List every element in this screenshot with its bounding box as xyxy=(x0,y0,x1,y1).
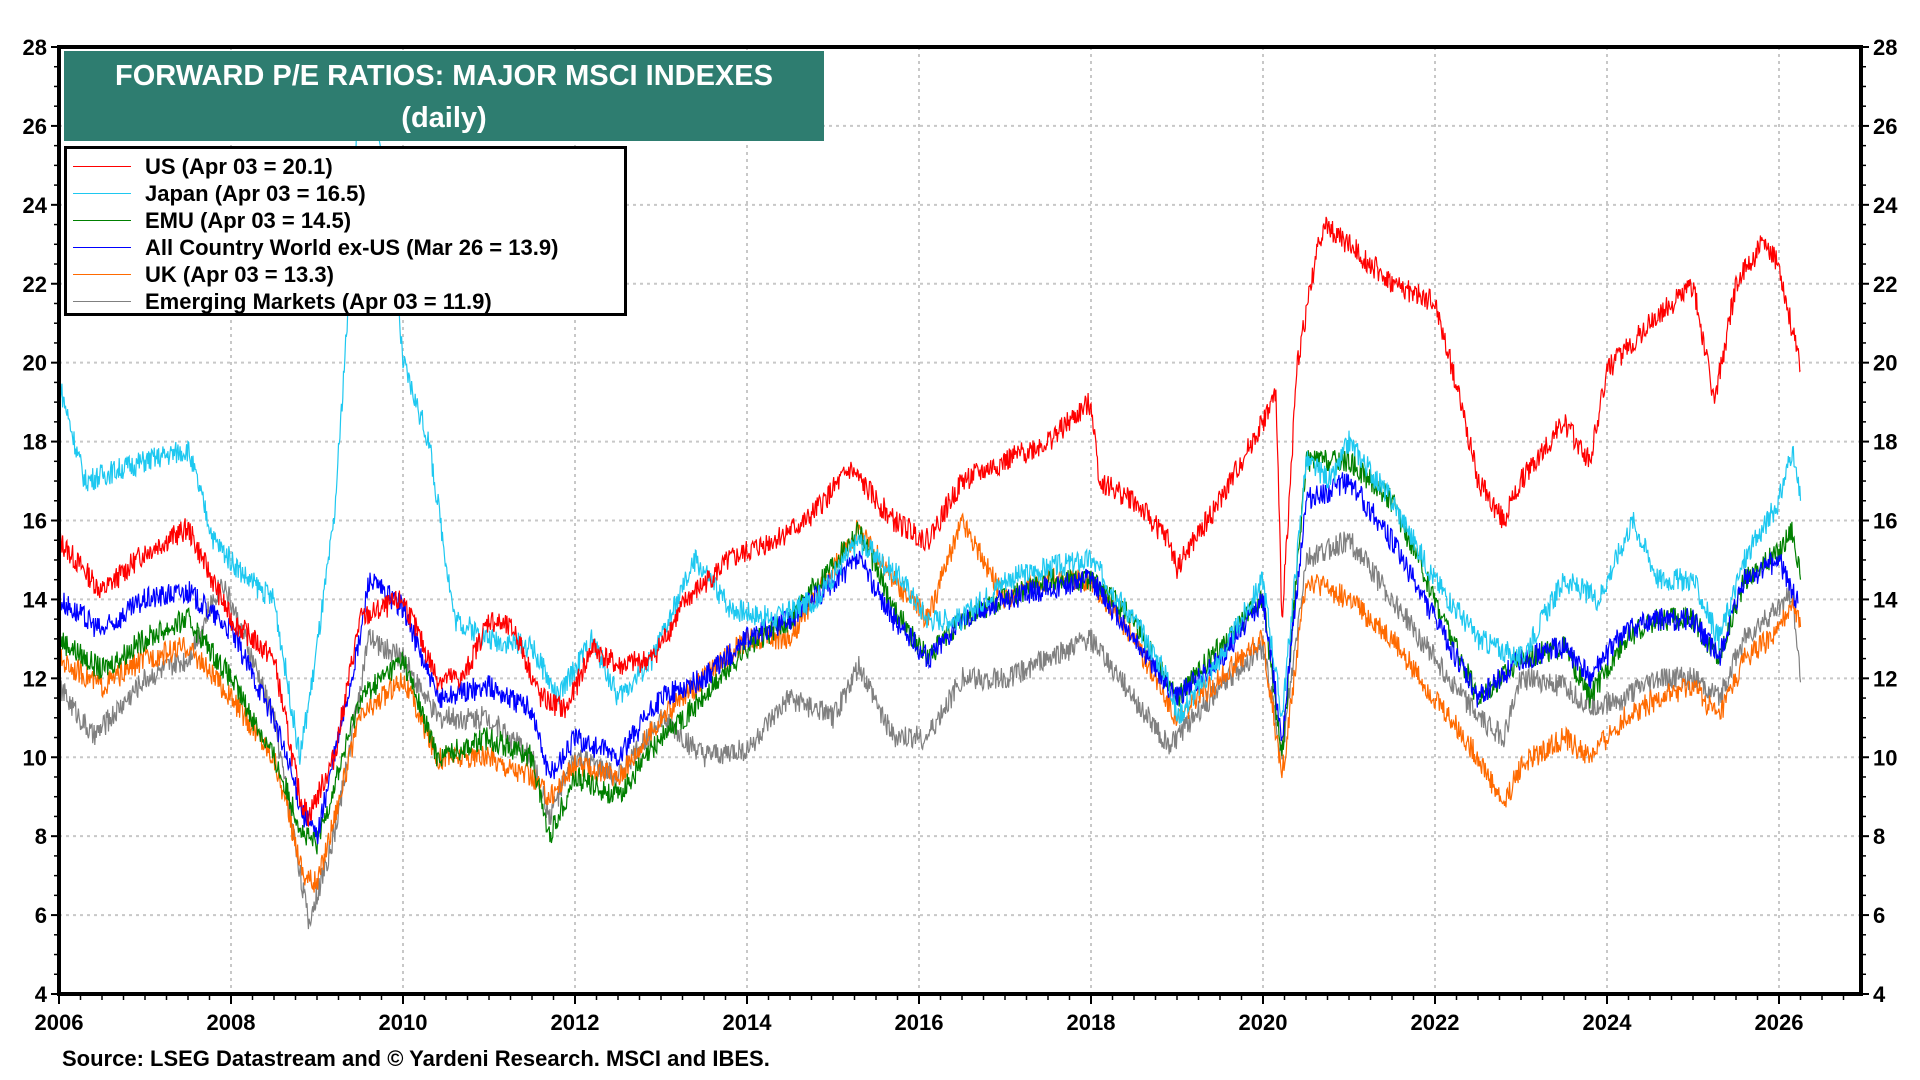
y-tick-label-left: 18 xyxy=(23,430,47,455)
series-line-uk xyxy=(58,512,1802,893)
y-tick-label-right: 8 xyxy=(1873,824,1885,849)
y-tick-label-right: 6 xyxy=(1873,903,1885,928)
legend-label: Emerging Markets (Apr 03 = 11.9) xyxy=(145,288,492,314)
x-tick-label: 2016 xyxy=(895,1010,944,1035)
y-tick-label-right: 28 xyxy=(1873,35,1897,60)
chart-title-box: FORWARD P/E RATIOS: MAJOR MSCI INDEXES (… xyxy=(64,51,824,141)
legend-label: Japan (Apr 03 = 16.5) xyxy=(145,180,366,206)
chart-subtitle: (daily) xyxy=(401,102,487,134)
legend-swatch xyxy=(73,247,131,248)
y-tick-label-right: 18 xyxy=(1873,430,1897,455)
y-tick-label-left: 14 xyxy=(23,587,48,612)
y-tick-label-left: 24 xyxy=(23,193,48,218)
legend-item: All Country World ex-US (Mar 26 = 13.9) xyxy=(73,234,624,261)
x-tick-label: 2020 xyxy=(1239,1010,1288,1035)
y-tick-label-right: 20 xyxy=(1873,351,1897,376)
source-note: Source: LSEG Datastream and © Yardeni Re… xyxy=(62,1046,770,1071)
x-tick-label: 2026 xyxy=(1755,1010,1804,1035)
y-tick-label-left: 22 xyxy=(23,272,47,297)
legend-swatch xyxy=(73,274,131,275)
y-tick-label-left: 6 xyxy=(35,903,47,928)
series-line-emerging xyxy=(58,531,1802,930)
y-tick-label-right: 16 xyxy=(1873,509,1897,534)
legend-label: All Country World ex-US (Mar 26 = 13.9) xyxy=(145,234,559,260)
legend-swatch xyxy=(73,193,131,194)
series-line-all xyxy=(58,472,1799,845)
y-tick-label-left: 12 xyxy=(23,666,47,691)
y-tick-label-right: 24 xyxy=(1873,193,1898,218)
y-tick-label-right: 14 xyxy=(1873,587,1898,612)
x-tick-label: 2014 xyxy=(723,1010,773,1035)
legend-item: Japan (Apr 03 = 16.5) xyxy=(73,180,624,207)
x-tick-label: 2018 xyxy=(1067,1010,1116,1035)
x-tick-label: 2008 xyxy=(207,1010,256,1035)
legend-item: EMU (Apr 03 = 14.5) xyxy=(73,207,624,234)
legend-label: US (Apr 03 = 20.1) xyxy=(145,153,333,179)
y-tick-label-right: 10 xyxy=(1873,745,1897,770)
y-tick-label-left: 8 xyxy=(35,824,47,849)
x-tick-label: 2024 xyxy=(1583,1010,1633,1035)
legend-item: US (Apr 03 = 20.1) xyxy=(73,153,624,180)
y-tick-label-right: 22 xyxy=(1873,272,1897,297)
x-tick-label: 2012 xyxy=(551,1010,600,1035)
chart-title: FORWARD P/E RATIOS: MAJOR MSCI INDEXES xyxy=(115,60,773,92)
y-tick-label-left: 20 xyxy=(23,351,47,376)
y-tick-label-left: 10 xyxy=(23,745,47,770)
legend-label: EMU (Apr 03 = 14.5) xyxy=(145,207,352,233)
legend-label: UK (Apr 03 = 13.3) xyxy=(145,261,334,287)
y-tick-label-left: 4 xyxy=(35,982,48,1007)
y-tick-label-right: 26 xyxy=(1873,114,1897,139)
legend: US (Apr 03 = 20.1) Japan (Apr 03 = 16.5) E… xyxy=(64,146,627,316)
x-tick-label: 2010 xyxy=(379,1010,428,1035)
y-tick-label-left: 16 xyxy=(23,509,47,534)
legend-item: UK (Apr 03 = 13.3) xyxy=(73,261,624,288)
y-tick-label-right: 12 xyxy=(1873,666,1897,691)
series-line-us xyxy=(58,216,1801,828)
x-tick-label: 2006 xyxy=(35,1010,84,1035)
y-tick-label-left: 28 xyxy=(23,35,47,60)
legend-swatch xyxy=(73,166,131,167)
x-tick-label: 2022 xyxy=(1411,1010,1460,1035)
y-tick-label-left: 26 xyxy=(23,114,47,139)
legend-swatch xyxy=(73,220,131,221)
legend-swatch xyxy=(73,301,131,302)
legend-item: Emerging Markets (Apr 03 = 11.9) xyxy=(73,288,624,315)
y-tick-label-right: 4 xyxy=(1873,982,1886,1007)
